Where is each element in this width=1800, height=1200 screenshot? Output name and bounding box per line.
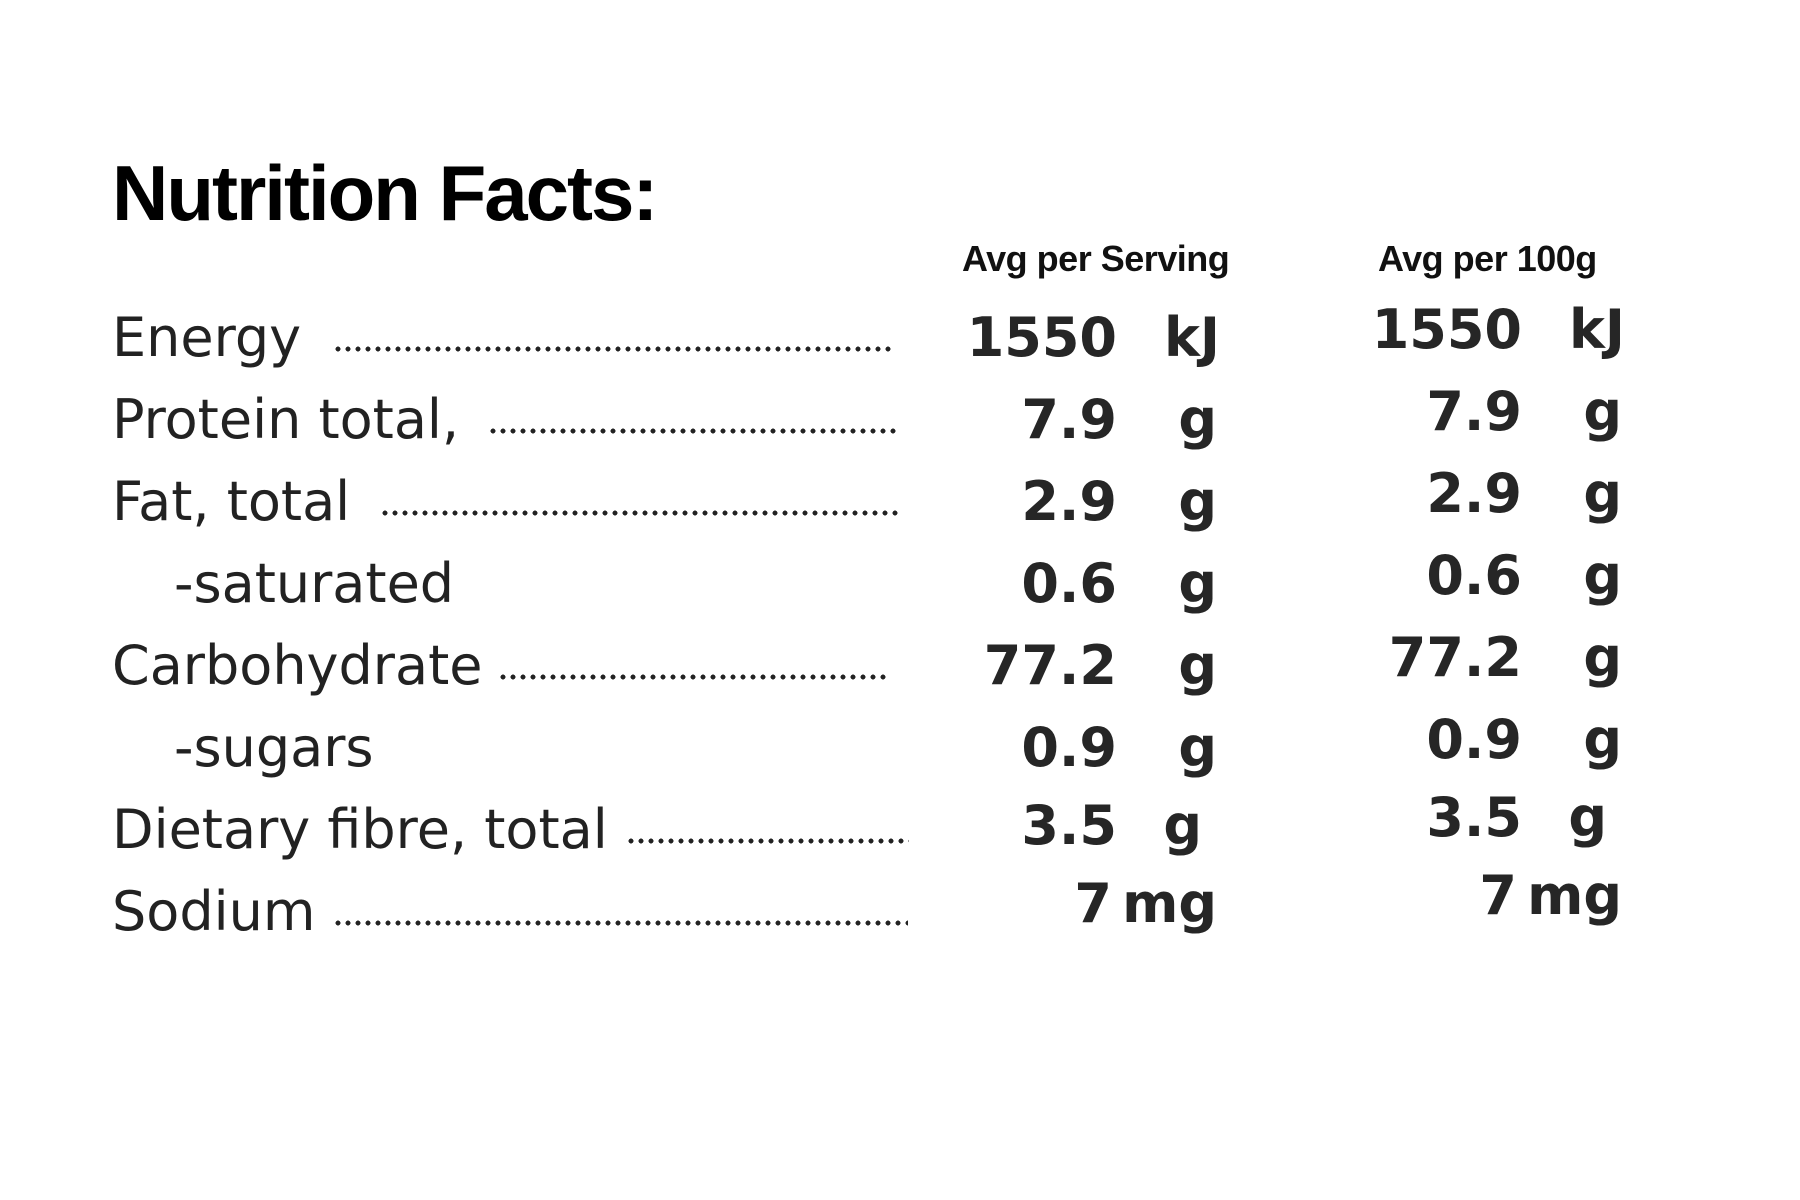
page-title: Nutrition Facts: <box>112 149 658 237</box>
nutrient-row-protein: Protein total, 7.9 g 7.9 g <box>0 380 1800 460</box>
per-100g-value: 7.9 <box>1426 380 1522 443</box>
dot-leader <box>498 672 890 682</box>
per-100g-value: 2.9 <box>1426 462 1522 525</box>
nutrient-row-fat: Fat, total 2.9 g 2.9 g <box>0 462 1800 542</box>
per-100g-unit: kJ <box>1568 298 1625 361</box>
per-100g-unit: g <box>1583 544 1622 607</box>
serving-unit: g <box>1178 716 1217 779</box>
dot-leader <box>333 344 893 354</box>
nutrient-row-saturated: -saturated 0.6 g 0.6 g <box>0 544 1800 624</box>
serving-value: 7.9 <box>1021 388 1117 451</box>
serving-value: 7 <box>1074 872 1112 935</box>
nutrient-label: -sugars <box>174 716 374 779</box>
per-100g-unit: g <box>1568 786 1607 849</box>
nutrient-label: Carbohydrate <box>112 634 483 697</box>
per-100g-value: 1550 <box>1371 298 1522 361</box>
serving-unit: g <box>1178 552 1217 615</box>
serving-unit: mg <box>1122 872 1217 935</box>
per-100g-value: 0.9 <box>1426 708 1522 771</box>
per-100g-unit: mg <box>1527 864 1622 927</box>
serving-value: 0.6 <box>1021 552 1117 615</box>
serving-unit: g <box>1178 388 1217 451</box>
serving-value: 3.5 <box>1021 794 1117 857</box>
dot-leader <box>380 508 898 518</box>
serving-value: 1550 <box>966 306 1117 369</box>
per-100g-value: 3.5 <box>1426 786 1522 849</box>
per-100g-value: 7 <box>1479 864 1517 927</box>
per-100g-value: 0.6 <box>1426 544 1522 607</box>
nutrient-label: Fat, total <box>112 470 351 533</box>
per-100g-unit: g <box>1583 380 1622 443</box>
serving-unit: g <box>1163 794 1202 857</box>
serving-unit: g <box>1178 634 1217 697</box>
nutrient-label: Dietary fibre, total <box>112 798 608 861</box>
nutrient-label: Energy <box>112 306 302 369</box>
per-100g-unit: g <box>1583 708 1622 771</box>
serving-unit: kJ <box>1163 306 1220 369</box>
serving-value: 77.2 <box>983 634 1117 697</box>
nutrient-row-carbohydrate: Carbohydrate 77.2 g 77.2 g <box>0 626 1800 706</box>
per-100g-value: 77.2 <box>1388 626 1522 689</box>
dot-leader <box>488 426 896 436</box>
per-100g-unit: g <box>1583 626 1622 689</box>
nutrient-row-sodium: Sodium 7 mg 7 mg <box>0 864 1800 952</box>
dot-leader <box>626 836 909 846</box>
nutrient-row-dietary-fibre: Dietary fibre, total 3.5 g 3.5 g <box>0 786 1800 870</box>
nutrient-label: -saturated <box>174 552 455 615</box>
serving-unit: g <box>1178 470 1217 533</box>
column-header-serving: Avg per Serving <box>962 238 1230 279</box>
per-100g-unit: g <box>1583 462 1622 525</box>
dot-leader <box>333 918 908 928</box>
serving-value: 0.9 <box>1021 716 1117 779</box>
nutrient-label: Sodium <box>112 880 316 943</box>
column-header-per-100g: Avg per 100g <box>1378 238 1597 279</box>
serving-value: 2.9 <box>1021 470 1117 533</box>
nutrient-row-energy: Energy 1550 kJ 1550 kJ <box>0 298 1800 378</box>
nutrient-row-sugars: -sugars 0.9 g 0.9 g <box>0 708 1800 788</box>
nutrient-label: Protein total, <box>112 388 460 451</box>
